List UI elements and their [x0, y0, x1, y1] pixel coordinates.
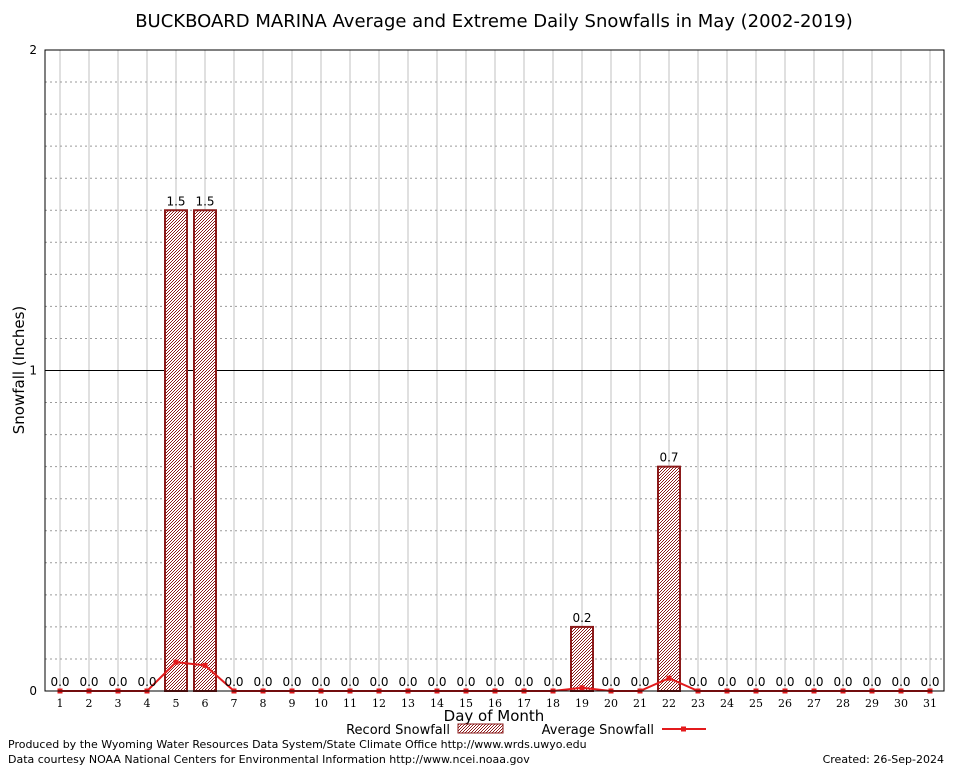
bar-value-label: 0.0: [920, 675, 939, 689]
x-tick-label: 1: [57, 697, 64, 710]
x-tick-labels: 1 2 3 4 5 6 7 8 9 10 11 12 13 14 15 16 17 18 19 20 21 22 23 24 2…: [57, 697, 938, 710]
y-axis-label: Snowfall (Inches): [10, 306, 28, 434]
bar-value-label: 0.0: [630, 675, 649, 689]
record-bar: [193, 209, 217, 692]
y-tick-label: 2: [29, 43, 37, 57]
bar-value-label: 0.0: [514, 675, 533, 689]
x-tick-label: 4: [144, 697, 151, 710]
x-tick-label: 5: [173, 697, 180, 710]
bar-value-label: 0.0: [427, 675, 446, 689]
bar-series: [164, 209, 681, 693]
chart-title: BUCKBOARD MARINA Average and Extreme Dai…: [135, 11, 853, 32]
grid-lines: [45, 50, 944, 691]
legend-record-swatch: [457, 723, 504, 734]
bar-value-label: 0.0: [282, 675, 301, 689]
x-tick-label: 14: [430, 697, 444, 710]
x-tick-label: 8: [260, 697, 267, 710]
bar-value-label: 0.0: [311, 675, 330, 689]
x-tick-label: 25: [749, 697, 763, 710]
x-tick-label: 10: [314, 697, 328, 710]
y-tick-labels: 0 1 2: [29, 43, 37, 698]
bar-value-label: 0.0: [253, 675, 272, 689]
x-axis-label: Day of Month: [444, 707, 545, 725]
bar-value-label: 1.5: [166, 194, 185, 208]
average-point: [579, 685, 585, 691]
bar-value-label: 0.0: [224, 675, 243, 689]
bar-value-label: 0.0: [804, 675, 823, 689]
x-tick-label: 27: [807, 697, 821, 710]
bar-value-label: 0.0: [369, 675, 388, 689]
x-tick-label: 13: [401, 697, 415, 710]
bar-value-label: 0.0: [456, 675, 475, 689]
bar-value-label: 0.0: [601, 675, 620, 689]
bar-value-label: 0.0: [891, 675, 910, 689]
legend-average-marker: [681, 726, 686, 732]
x-tick-label: 17: [517, 697, 531, 710]
x-tick-label: 20: [604, 697, 618, 710]
x-tick-label: 30: [894, 697, 908, 710]
bar-value-label: 0.0: [688, 675, 707, 689]
bar-value-label: 0.0: [717, 675, 736, 689]
footer-data-courtesy: Data courtesy NOAA National Centers for …: [8, 753, 530, 766]
footer-created-date: Created: 26-Sep-2024: [823, 753, 944, 766]
value-labels: 0.0 0.0 0.0 0.0 1.5 1.5 0.0 0.0 0.0 0.0 0.0 0.0 0.0 0…: [50, 194, 939, 689]
footer-produced-by: Produced by the Wyoming Water Resources …: [8, 738, 587, 751]
plot-frame: [44, 49, 945, 692]
average-point: [666, 675, 672, 681]
legend-average-label: Average Snowfall: [542, 723, 654, 738]
x-tick-label: 24: [720, 697, 734, 710]
bar-value-label: 0.0: [108, 675, 127, 689]
record-bar: [657, 465, 681, 692]
bar-value-label: 0.0: [79, 675, 98, 689]
x-tick-label: 9: [289, 697, 296, 710]
x-tick-label: 6: [202, 697, 209, 710]
x-tick-label: 15: [459, 697, 473, 710]
bar-value-label: 0.0: [340, 675, 359, 689]
bar-value-label: 0.0: [862, 675, 881, 689]
y-tick-label: 1: [29, 364, 37, 378]
x-tick-label: 2: [86, 697, 93, 710]
bar-value-label: 0.0: [775, 675, 794, 689]
x-tick-label: 29: [865, 697, 879, 710]
bar-value-label: 1.5: [195, 194, 214, 208]
bar-value-label: 0.0: [746, 675, 765, 689]
x-tick-label: 28: [836, 697, 850, 710]
x-tick-label: 18: [546, 697, 560, 710]
bar-value-label: 0.0: [833, 675, 852, 689]
average-point: [202, 662, 208, 668]
bar-value-label: 0.0: [485, 675, 504, 689]
bar-value-label: 0.7: [659, 451, 678, 465]
record-bar: [164, 209, 188, 692]
average-point: [173, 659, 179, 665]
bar-value-label: 0.0: [398, 675, 417, 689]
x-tick-label: 26: [778, 697, 792, 710]
y-tick-label: 0: [29, 684, 37, 698]
legend-record-label: Record Snowfall: [346, 723, 450, 738]
x-tick-label: 23: [691, 697, 705, 710]
bar-value-label: 0.0: [50, 675, 69, 689]
x-tick-label: 21: [633, 697, 647, 710]
bar-value-label: 0.0: [543, 675, 562, 689]
bar-value-label: 0.0: [137, 675, 156, 689]
bar-value-label: 0.2: [572, 611, 591, 625]
x-tick-label: 16: [488, 697, 502, 710]
legend: Record Snowfall Average Snowfall: [346, 723, 706, 738]
x-tick-label: 12: [372, 697, 386, 710]
x-tick-label: 31: [923, 697, 937, 710]
x-tick-label: 11: [343, 697, 357, 710]
record-bar: [570, 625, 594, 693]
x-tick-label: 22: [662, 697, 676, 710]
x-tick-label: 7: [231, 697, 238, 710]
x-tick-label: 3: [115, 697, 122, 710]
x-tick-label: 19: [575, 697, 589, 710]
